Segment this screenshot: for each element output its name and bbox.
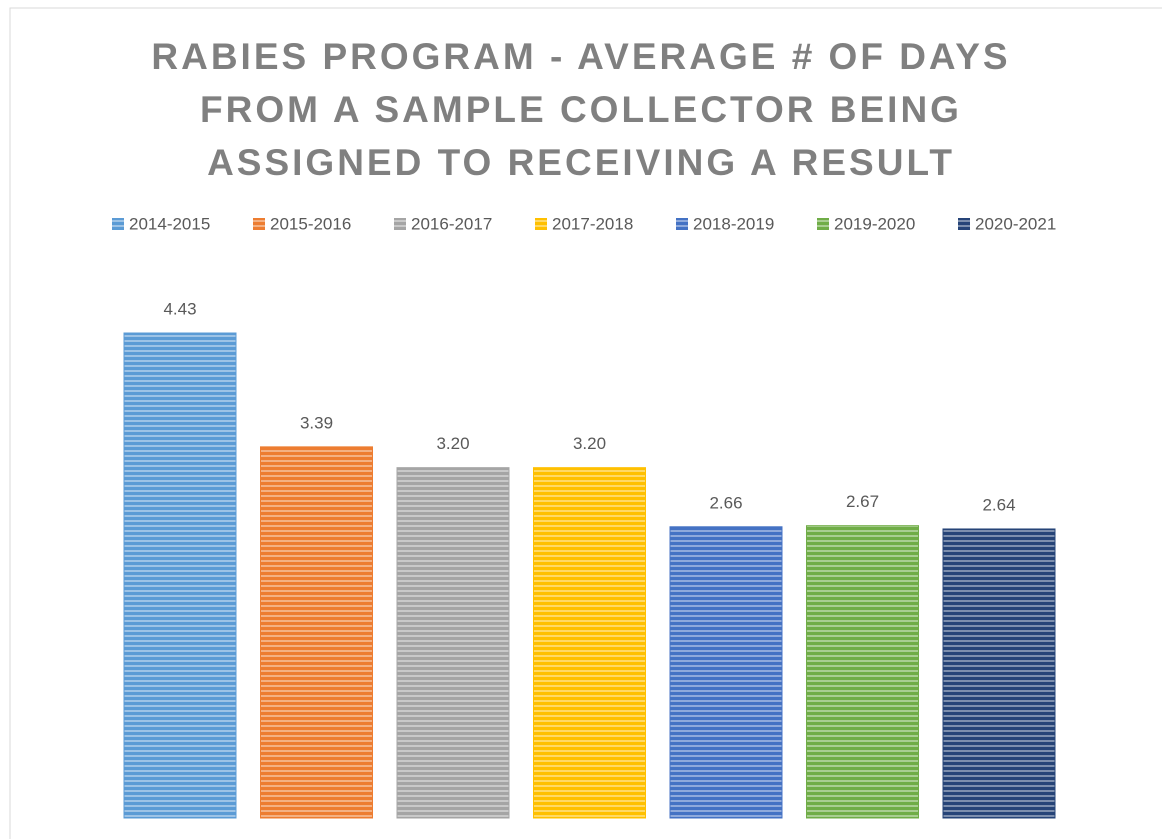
data-label: 3.20 [436, 434, 469, 453]
bar [669, 526, 783, 819]
bar [123, 332, 237, 819]
chart-border [9, 7, 1162, 839]
legend-label: 2017-2018 [552, 214, 633, 233]
data-label: 2.67 [846, 492, 879, 511]
data-label: 3.20 [573, 434, 606, 453]
data-label: 4.43 [163, 299, 196, 318]
chart-title: RABIES PROGRAM - AVERAGE # OF DAYS FROM … [151, 36, 1011, 183]
legend-label: 2015-2016 [270, 214, 351, 233]
legend-label: 2014-2015 [129, 214, 210, 233]
data-label: 3.39 [300, 413, 333, 432]
data-label: 2.64 [982, 495, 1015, 514]
bar [942, 528, 1056, 819]
legend-swatch [676, 218, 688, 230]
data-label: 2.66 [709, 493, 742, 512]
legend-swatch [253, 218, 265, 230]
bar [260, 446, 373, 819]
legend-swatch [394, 218, 406, 230]
legend-label: 2020-2021 [975, 214, 1056, 233]
legend-label: 2019-2020 [834, 214, 915, 233]
legend-swatch [817, 218, 829, 230]
legend-swatch [112, 218, 124, 230]
legend-label: 2016-2017 [411, 214, 492, 233]
bar [806, 525, 919, 819]
legend-label: 2018-2019 [693, 214, 774, 233]
bar [533, 467, 646, 819]
bar [396, 467, 510, 819]
legend-swatch [958, 218, 970, 230]
legend-swatch [535, 218, 547, 230]
